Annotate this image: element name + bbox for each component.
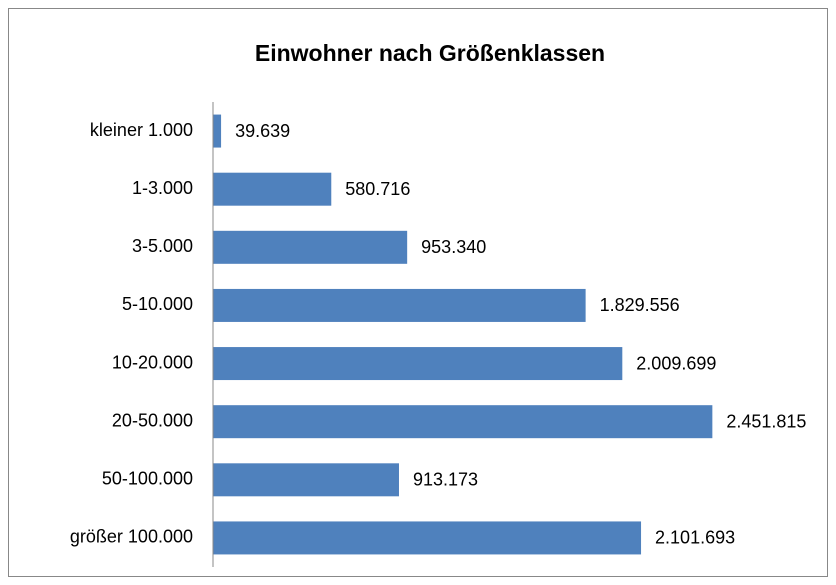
data-label: 2.009.699: [636, 353, 716, 373]
y-tick-label: 1-3.000: [132, 178, 193, 198]
data-label: 2.101.693: [655, 528, 735, 548]
y-tick-label: 20-50.000: [112, 410, 193, 430]
bar: [213, 288, 586, 322]
bar: [213, 521, 642, 555]
bar: [213, 230, 408, 264]
bar: [213, 172, 332, 206]
y-tick-label: 3-5.000: [132, 236, 193, 256]
data-label: 953.340: [421, 237, 486, 257]
y-tick-label: 50-100.000: [102, 469, 193, 489]
y-tick-label: kleiner 1.000: [90, 120, 193, 140]
chart-title: Einwohner nach Größenklassen: [255, 40, 605, 66]
data-label: 39.639: [235, 121, 290, 141]
data-label: 580.716: [345, 179, 410, 199]
y-tick-label: 10-20.000: [112, 352, 193, 372]
y-tick-label: größer 100.000: [70, 527, 193, 547]
bar: [213, 463, 399, 497]
data-label: 913.173: [413, 470, 478, 490]
data-label: 1.829.556: [600, 295, 680, 315]
bar: [213, 405, 713, 439]
bar: [213, 347, 623, 381]
data-label: 2.451.815: [726, 411, 806, 431]
bar: [213, 114, 222, 148]
y-tick-label: 5-10.000: [122, 294, 193, 314]
